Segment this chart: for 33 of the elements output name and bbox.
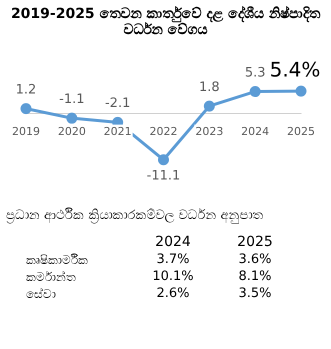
data-label: 3.7%: [155, 251, 191, 268]
point: [250, 86, 261, 98]
point: [66, 112, 78, 124]
point: [296, 86, 306, 97]
data-label: -11.1: [146, 168, 180, 184]
data-label: 3.6%: [237, 251, 273, 268]
data-label: 1.8: [198, 80, 220, 95]
x-tick-label: 2019: [12, 125, 40, 138]
text: 2024: [154, 233, 192, 251]
x-tick-label: 2025: [287, 125, 315, 138]
category-label: කෘෂිකාර්මික: [25, 252, 89, 268]
data-label: 2.6%: [155, 285, 191, 302]
text: ප්‍රධාන ආර්ථික ක්‍රියාකාරකම්වල වර්ධන අනුපාත: [6, 208, 265, 223]
data-label: 8.1%: [237, 268, 273, 285]
category-label: කර්මාන්ත: [25, 268, 77, 285]
point: [158, 154, 169, 166]
data-label: -1.1: [59, 92, 85, 108]
data-label: 3.5%: [237, 285, 273, 302]
x-tick-label: 2021: [104, 125, 132, 138]
x-tick-label: 2022: [150, 125, 178, 138]
chart-title: 2019-2025 තෙවන කාර්තුවේ දළ දේශීය නිෂ්පාදිත වර්ධන වේගය: [10, 5, 322, 38]
data-label: -2.1: [104, 96, 130, 112]
data-label: 5.3: [244, 65, 266, 80]
category-label: සේවා: [25, 286, 57, 302]
text: 2025: [236, 233, 274, 251]
x-tick-label: 2023: [195, 125, 224, 138]
data-label: 5.4%: [270, 57, 320, 82]
data-label: 1.2: [16, 82, 36, 98]
x-tick-label: 2024: [241, 125, 270, 138]
data-label: 10.1%: [151, 268, 195, 285]
point: [20, 103, 32, 114]
x-tick-label: 2020: [58, 125, 86, 138]
point: [204, 100, 215, 112]
